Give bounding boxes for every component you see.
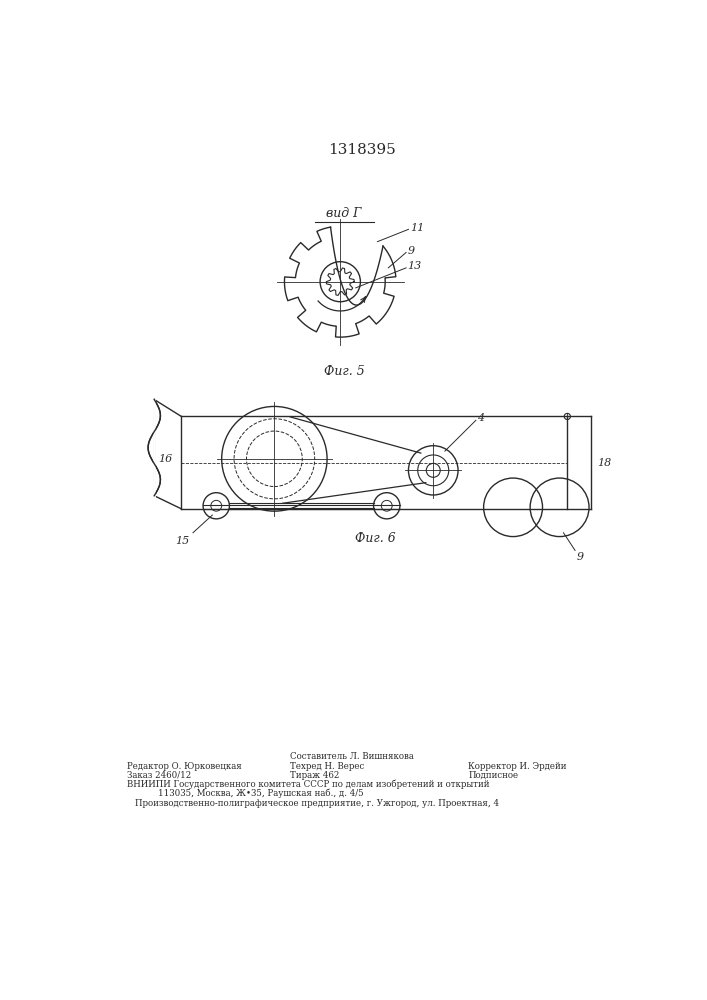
Text: Составитель Л. Вишнякова: Составитель Л. Вишнякова (290, 752, 414, 761)
Text: Корректор И. Эрдейи: Корректор И. Эрдейи (468, 762, 566, 771)
Text: 13: 13 (408, 261, 422, 271)
Text: Подписное: Подписное (468, 771, 518, 780)
Text: вид Г: вид Г (327, 207, 362, 220)
Text: 1318395: 1318395 (328, 143, 396, 157)
Text: Фиг. 6: Фиг. 6 (355, 532, 395, 545)
Text: 15: 15 (175, 536, 189, 546)
Text: 18: 18 (597, 458, 611, 468)
Text: Тираж 462: Тираж 462 (290, 771, 339, 780)
Text: Техред Н. Верес: Техред Н. Верес (290, 762, 364, 771)
Text: 11: 11 (410, 223, 424, 233)
Text: 9: 9 (577, 552, 584, 562)
Text: 113035, Москва, Ж•35, Раушская наб., д. 4/5: 113035, Москва, Ж•35, Раушская наб., д. … (158, 789, 363, 798)
Text: 9: 9 (408, 246, 415, 256)
Text: ВНИИПИ Государственного комитета СССР по делам изобретений и открытий: ВНИИПИ Государственного комитета СССР по… (127, 780, 490, 789)
Text: 16: 16 (158, 454, 173, 464)
Text: Заказ 2460/12: Заказ 2460/12 (127, 771, 192, 780)
Text: Фиг. 5: Фиг. 5 (324, 365, 365, 378)
Text: Производственно-полиграфическое предприятие, г. Ужгород, ул. Проектная, 4: Производственно-полиграфическое предприя… (135, 799, 499, 808)
Text: Редактор О. Юрковецкая: Редактор О. Юрковецкая (127, 762, 242, 771)
Text: 4: 4 (477, 413, 484, 423)
